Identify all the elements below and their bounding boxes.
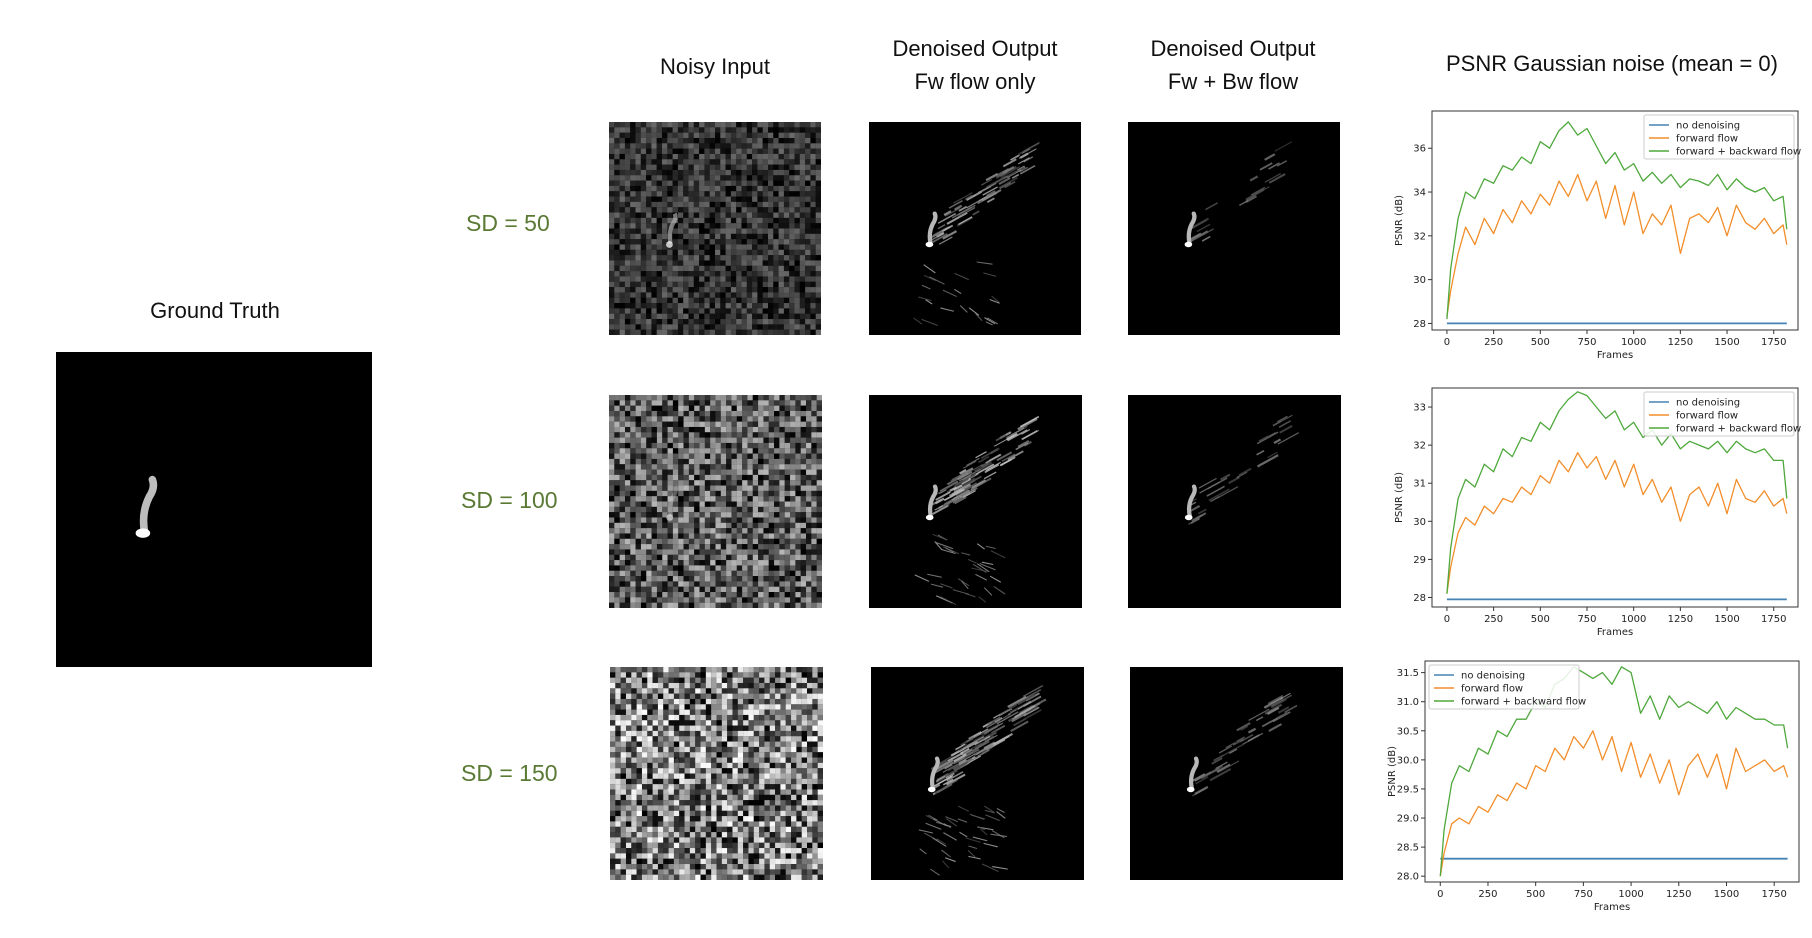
y-tick-label: 32 [1413,441,1426,452]
legend: no denoising forward flow forward + backwa… [1643,391,1801,437]
legend-entry: forward + backward flow [1676,424,1801,435]
noisy-input-sd100 [609,395,822,608]
fw-bw-sd50 [1128,122,1340,335]
fw-only-sd100 [869,395,1082,608]
legend-entry: forward + backward flow [1676,147,1801,158]
y-tick-label: 33 [1413,403,1426,414]
y-tick-label: 28.0 [1397,872,1419,883]
y-tick-label: 28.5 [1397,843,1419,854]
y-tick-label: 30.0 [1397,755,1419,766]
y-tick-label: 30 [1413,275,1426,286]
denoised-texture [1186,692,1298,797]
noise-texture [609,395,822,608]
y-tick-label: 28 [1413,593,1426,604]
x-tick-label: 1500 [1714,889,1739,900]
legend-entry: no denoising [1676,398,1740,409]
legend: no denoising forward flow forward + backwa… [1428,664,1586,710]
y-tick-label: 31.0 [1397,697,1419,708]
series-line-forward-flow [1439,730,1789,877]
x-tick-label: 250 [1478,889,1497,900]
series-line-forward-flow [1446,452,1788,594]
y-tick-label: 29.0 [1397,814,1419,825]
x-tick-label: 750 [1574,889,1593,900]
sd-label-row-1: SD = 50 [466,210,550,236]
x-tick-label: 250 [1484,337,1503,348]
legend-entry: forward flow [1676,134,1738,145]
x-tick-label: 1500 [1714,337,1739,348]
x-tick-label: 1000 [1621,614,1646,625]
x-axis-label: Frames [1597,627,1633,638]
ground-truth-image [56,352,372,667]
x-tick-label: 750 [1577,337,1596,348]
ground-truth-title: Ground Truth [150,298,280,323]
y-tick-label: 31.5 [1397,668,1419,679]
x-tick-label: 0 [1437,889,1443,900]
fw-only-sd150 [871,667,1084,880]
x-tick-label: 1250 [1666,889,1691,900]
y-tick-label: 29.5 [1397,784,1419,795]
y-tick-label: 34 [1413,188,1426,199]
fw-only-sd50 [869,122,1081,335]
psnr-chart-sd100: 0 250 500 750 1000 1250 1500 1750 28 29 30 31 32 33 Fr… [1392,385,1802,645]
series-line-forward-backward-flow [1446,121,1788,320]
psnr-chart-sd150: 0 250 500 750 1000 1250 1500 1750 28.0 28.5 29.0 29… [1385,658,1803,920]
y-tick-label: 28 [1413,319,1426,330]
noise-texture [609,122,821,335]
denoised-texture [918,685,1047,876]
x-tick-label: 0 [1444,337,1450,348]
y-axis-label: PSNR (dB) [1394,195,1405,246]
series-line-forward-flow [1446,173,1788,317]
x-tick-label: 1750 [1761,889,1786,900]
sd-label-row-2: SD = 100 [461,487,558,513]
x-tick-label: 0 [1444,614,1450,625]
fw-only-title-line2: Fw flow only [914,69,1036,94]
legend-entry: forward flow [1461,684,1523,695]
x-tick-label: 1750 [1761,337,1786,348]
legend-entry: forward + backward flow [1461,697,1586,708]
fw-bw-sd150 [1130,667,1343,880]
y-axis-label: PSNR (dB) [1394,472,1405,523]
x-axis-label: Frames [1594,902,1630,913]
x-tick-label: 500 [1531,337,1550,348]
noisy-input-title: Noisy Input [659,54,771,79]
x-tick-label: 500 [1526,889,1545,900]
x-tick-label: 1250 [1668,337,1693,348]
x-tick-label: 750 [1577,614,1596,625]
x-tick-label: 1750 [1761,614,1786,625]
series-line-forward-backward-flow [1446,391,1788,594]
fw-bw-title-line1: Denoised Output [1150,36,1316,61]
fw-bw-title-line2: Fw + Bw flow [1167,69,1299,94]
y-tick-label: 36 [1413,144,1426,155]
denoised-texture [913,142,1040,326]
noise-texture [610,667,823,880]
legend: no denoising forward flow forward + backwa… [1643,114,1801,160]
psnr-chart-sd50: 0 250 500 750 1000 1250 1500 1750 28 30 32 34 36 Fram… [1392,108,1802,368]
noisy-input-sd50 [609,122,821,335]
fw-only-title-line1: Denoised Output [892,36,1058,61]
legend-entry: no denoising [1676,121,1740,132]
denoised-texture [1184,414,1299,525]
x-tick-label: 250 [1484,614,1503,625]
y-axis-label: PSNR (dB) [1387,746,1398,797]
series-line-forward-backward-flow [1439,666,1789,877]
x-axis-label: Frames [1597,350,1633,361]
legend-entry: forward flow [1676,411,1738,422]
x-tick-label: 500 [1531,614,1550,625]
y-tick-label: 32 [1413,231,1426,242]
psnr-title: PSNR Gaussian noise (mean = 0) [1446,51,1778,76]
denoised-texture [914,415,1040,606]
noisy-input-sd150 [610,667,823,880]
denoised-texture [1184,141,1293,248]
x-tick-label: 1500 [1714,614,1739,625]
x-tick-label: 1000 [1618,889,1643,900]
y-tick-label: 29 [1413,555,1426,566]
y-tick-label: 31 [1413,479,1426,490]
y-tick-label: 30.5 [1397,726,1419,737]
x-tick-label: 1000 [1621,337,1646,348]
sd-label-row-3: SD = 150 [461,760,558,786]
legend-entry: no denoising [1461,671,1525,682]
y-tick-label: 30 [1413,517,1426,528]
x-tick-label: 1250 [1668,614,1693,625]
fw-bw-sd100 [1128,395,1341,608]
